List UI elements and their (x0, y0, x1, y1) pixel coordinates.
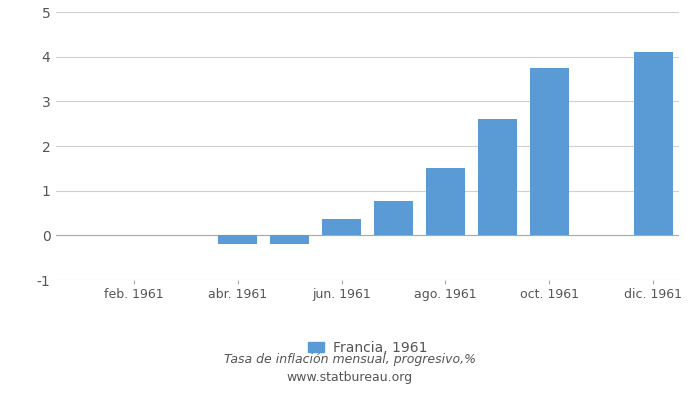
Bar (322, 219, 361, 235)
Bar (374, 201, 413, 235)
Bar (530, 68, 568, 235)
Bar (270, 235, 309, 244)
Bar (478, 119, 517, 235)
Legend: Francia, 1961: Francia, 1961 (302, 335, 433, 360)
Bar (218, 235, 257, 244)
Bar (634, 52, 673, 235)
Text: www.statbureau.org: www.statbureau.org (287, 372, 413, 384)
Text: Tasa de inflación mensual, progresivo,%: Tasa de inflación mensual, progresivo,% (224, 354, 476, 366)
Bar (426, 168, 465, 235)
